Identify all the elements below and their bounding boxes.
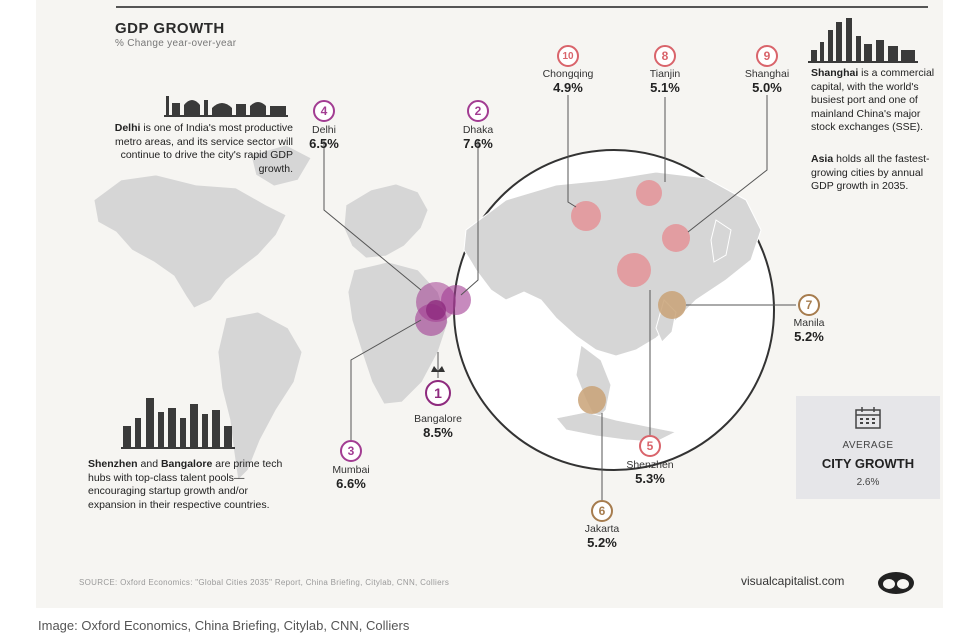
- tianjin-marker: [636, 180, 662, 206]
- shenzhen-bangalore-callout: Shenzhen and Bangalore are prime tech hu…: [88, 458, 283, 511]
- rank-badge-9: 9: [756, 45, 778, 67]
- asia-shape: [463, 171, 762, 357]
- city-value-bangalore: 8.5%: [423, 425, 453, 440]
- chongqing-marker: [571, 201, 601, 231]
- rank-badge-7: 7: [798, 294, 820, 316]
- average-title: CITY GROWTH: [821, 456, 915, 471]
- infographic-card: GDP GROWTH % Change year-over-year: [36, 0, 943, 608]
- shanghai-skyline-icon: [808, 18, 918, 63]
- japan-shape: [710, 219, 732, 263]
- city-name-shenzhen: Shenzhen: [626, 459, 674, 471]
- top-rule: [116, 6, 928, 8]
- north-america-shape: [93, 174, 287, 309]
- rank-badge-10: 10: [557, 45, 579, 67]
- shenzhen-marker: [617, 253, 651, 287]
- city-value-chongqing: 4.9%: [553, 80, 583, 95]
- rank-badge-2: 2: [467, 100, 489, 122]
- city-name-mumbai: Mumbai: [332, 464, 370, 476]
- city-name-delhi: Delhi: [312, 124, 336, 136]
- city-value-shenzhen: 5.3%: [635, 471, 665, 486]
- europe-shape: [343, 183, 429, 259]
- shanghai-marker: [662, 224, 690, 252]
- city-value-delhi: 6.5%: [309, 136, 339, 151]
- average-label: AVERAGE: [842, 440, 894, 451]
- average-city-growth-box: AVERAGE CITY GROWTH 2.6%: [796, 396, 940, 499]
- rank-badge-3: 3: [340, 440, 362, 462]
- brand-link[interactable]: visualcapitalist.com: [741, 574, 845, 588]
- rank-badge-5: 5: [639, 435, 661, 457]
- source-note: SOURCE: Oxford Economics: "Global Cities…: [79, 578, 450, 587]
- indonesia-shape: [555, 411, 678, 443]
- image-caption: Image: Oxford Economics, China Briefing,…: [38, 618, 410, 633]
- city-name-tianjin: Tianjin: [649, 68, 681, 80]
- greenland-shape: [250, 144, 312, 187]
- city-name-manila: Manila: [793, 317, 825, 329]
- asia-callout: Asia holds all the fastest-growing citie…: [811, 153, 930, 192]
- city-name-bangalore: Bangalore: [414, 413, 462, 425]
- rank-badge-1: 1: [425, 380, 451, 406]
- rank-badge-6: 6: [591, 500, 613, 522]
- delhi-skyline-icon: [164, 96, 288, 117]
- jakarta-marker: [578, 386, 606, 414]
- city-value-manila: 5.2%: [794, 329, 824, 344]
- india-city-markers: [415, 282, 471, 336]
- world-map: [93, 18, 918, 500]
- manila-marker: [658, 291, 686, 319]
- city-name-jakarta: Jakarta: [584, 523, 620, 535]
- rank-badge-4: 4: [313, 100, 335, 122]
- chart-subtitle: % Change year-over-year: [115, 38, 237, 49]
- city-value-dhaka: 7.6%: [463, 136, 493, 151]
- visual-capitalist-logo-icon: [878, 572, 914, 594]
- city-value-jakarta: 5.2%: [587, 535, 617, 550]
- connector-lines: [323, 95, 796, 500]
- delhi-callout: Delhi is one of India's most productive …: [114, 122, 293, 175]
- shanghai-callout: Shanghai is a commercial capital, with t…: [811, 67, 935, 133]
- average-value: 2.6%: [856, 477, 880, 488]
- city-name-shanghai: Shanghai: [744, 68, 790, 80]
- rank-badge-8: 8: [654, 45, 676, 67]
- city-value-mumbai: 6.6%: [336, 476, 366, 491]
- shenzhen-skyline-icon: [121, 398, 235, 449]
- city-name-dhaka: Dhaka: [462, 124, 494, 136]
- city-name-chongqing: Chongqing: [542, 68, 594, 80]
- city-value-shanghai: 5.0%: [752, 80, 782, 95]
- city-value-tianjin: 5.1%: [650, 80, 680, 95]
- calendar-icon: [855, 407, 881, 429]
- crown-icon: [431, 366, 445, 372]
- south-america-shape: [217, 311, 303, 481]
- chart-title: GDP GROWTH: [115, 20, 225, 37]
